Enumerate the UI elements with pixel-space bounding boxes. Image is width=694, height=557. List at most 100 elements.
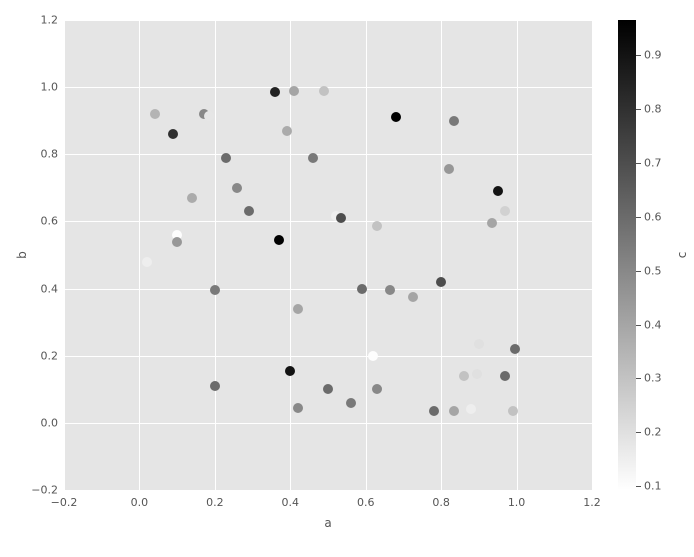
gridline-horizontal (64, 490, 592, 491)
gridline-vertical (139, 20, 140, 490)
x-tick-label: −0.2 (51, 496, 78, 509)
gridline-horizontal (64, 423, 592, 424)
gridline-horizontal (64, 356, 592, 357)
data-point (142, 257, 152, 267)
data-point (210, 285, 220, 295)
x-axis-label: a (324, 516, 331, 530)
figure: a b c −0.2 0.0 0.2 0.4 0.6 0.8 1.0 1.2 −0.2 0.0 0.… (0, 0, 694, 557)
data-point (444, 164, 454, 174)
gridline-vertical (592, 20, 593, 490)
data-point (289, 86, 299, 96)
x-tick-label: 0.6 (357, 496, 375, 509)
gridline-horizontal (64, 289, 592, 290)
data-point (449, 406, 459, 416)
data-point (336, 213, 346, 223)
colorbar-tick-label: 0.5 (644, 264, 662, 277)
colorbar-tick-label: 0.2 (644, 426, 662, 439)
data-point (472, 369, 482, 379)
data-point (346, 398, 356, 408)
y-tick-label: 0.6 (41, 215, 59, 228)
data-point (274, 235, 284, 245)
colorbar-tick (636, 271, 641, 272)
data-point (429, 406, 439, 416)
gridline-vertical (517, 20, 518, 490)
data-point (232, 183, 242, 193)
y-tick-label: 0.0 (41, 416, 59, 429)
data-point (487, 218, 497, 228)
data-point (372, 384, 382, 394)
data-point (459, 371, 469, 381)
data-point (391, 112, 401, 122)
colorbar-tick (636, 378, 641, 379)
y-tick-label: −0.2 (31, 484, 58, 497)
colorbar-tick-label: 0.8 (644, 102, 662, 115)
data-point (150, 109, 160, 119)
y-tick-label: 1.2 (41, 14, 59, 27)
colorbar-tick (636, 217, 641, 218)
y-axis-label: b (15, 251, 29, 259)
gridline-vertical (215, 20, 216, 490)
data-point (187, 193, 197, 203)
data-point (172, 237, 182, 247)
y-tick-label: 0.2 (41, 349, 59, 362)
data-point (508, 406, 518, 416)
colorbar-tick-label: 0.9 (644, 49, 662, 62)
colorbar-tick (636, 432, 641, 433)
data-point (357, 284, 367, 294)
data-point (319, 86, 329, 96)
colorbar-tick (636, 163, 641, 164)
data-point (323, 384, 333, 394)
data-point (168, 129, 178, 139)
data-point (466, 404, 476, 414)
data-point (282, 126, 292, 136)
colorbar-tick-label: 0.3 (644, 372, 662, 385)
colorbar-gradient (618, 20, 636, 490)
data-point (244, 206, 254, 216)
colorbar-label: c (675, 252, 689, 259)
data-point (368, 351, 378, 361)
data-point (500, 206, 510, 216)
data-point (308, 153, 318, 163)
data-point (500, 371, 510, 381)
gridline-vertical (441, 20, 442, 490)
colorbar-tick-label: 0.4 (644, 318, 662, 331)
data-point (385, 285, 395, 295)
data-point (270, 87, 280, 97)
colorbar-tick-label: 0.7 (644, 156, 662, 169)
gridline-vertical (64, 20, 65, 490)
x-tick-label: 0.0 (131, 496, 149, 509)
colorbar-tick (636, 109, 641, 110)
data-point (449, 116, 459, 126)
data-point (493, 186, 503, 196)
data-point (372, 221, 382, 231)
data-point (510, 344, 520, 354)
colorbar-tick-label: 0.1 (644, 480, 662, 493)
data-point (293, 304, 303, 314)
colorbar-tick (636, 325, 641, 326)
data-point (285, 366, 295, 376)
data-point (474, 339, 484, 349)
y-tick-label: 1.0 (41, 81, 59, 94)
gridline-horizontal (64, 154, 592, 155)
colorbar-tick (636, 55, 641, 56)
colorbar-tick-label: 0.6 (644, 210, 662, 223)
data-point (436, 277, 446, 287)
plot-area (64, 20, 592, 490)
y-tick-label: 0.8 (41, 148, 59, 161)
data-point (293, 403, 303, 413)
x-tick-label: 0.8 (432, 496, 450, 509)
x-tick-label: 1.2 (583, 496, 601, 509)
colorbar-tick (636, 486, 641, 487)
gridline-vertical (366, 20, 367, 490)
y-tick-label: 0.4 (41, 282, 59, 295)
data-point (210, 381, 220, 391)
data-point (221, 153, 231, 163)
x-tick-label: 0.4 (282, 496, 300, 509)
data-point (408, 292, 418, 302)
colorbar (618, 20, 636, 490)
x-tick-label: 0.2 (206, 496, 224, 509)
gridline-horizontal (64, 221, 592, 222)
gridline-horizontal (64, 20, 592, 21)
data-point (204, 111, 214, 121)
x-tick-label: 1.0 (508, 496, 526, 509)
